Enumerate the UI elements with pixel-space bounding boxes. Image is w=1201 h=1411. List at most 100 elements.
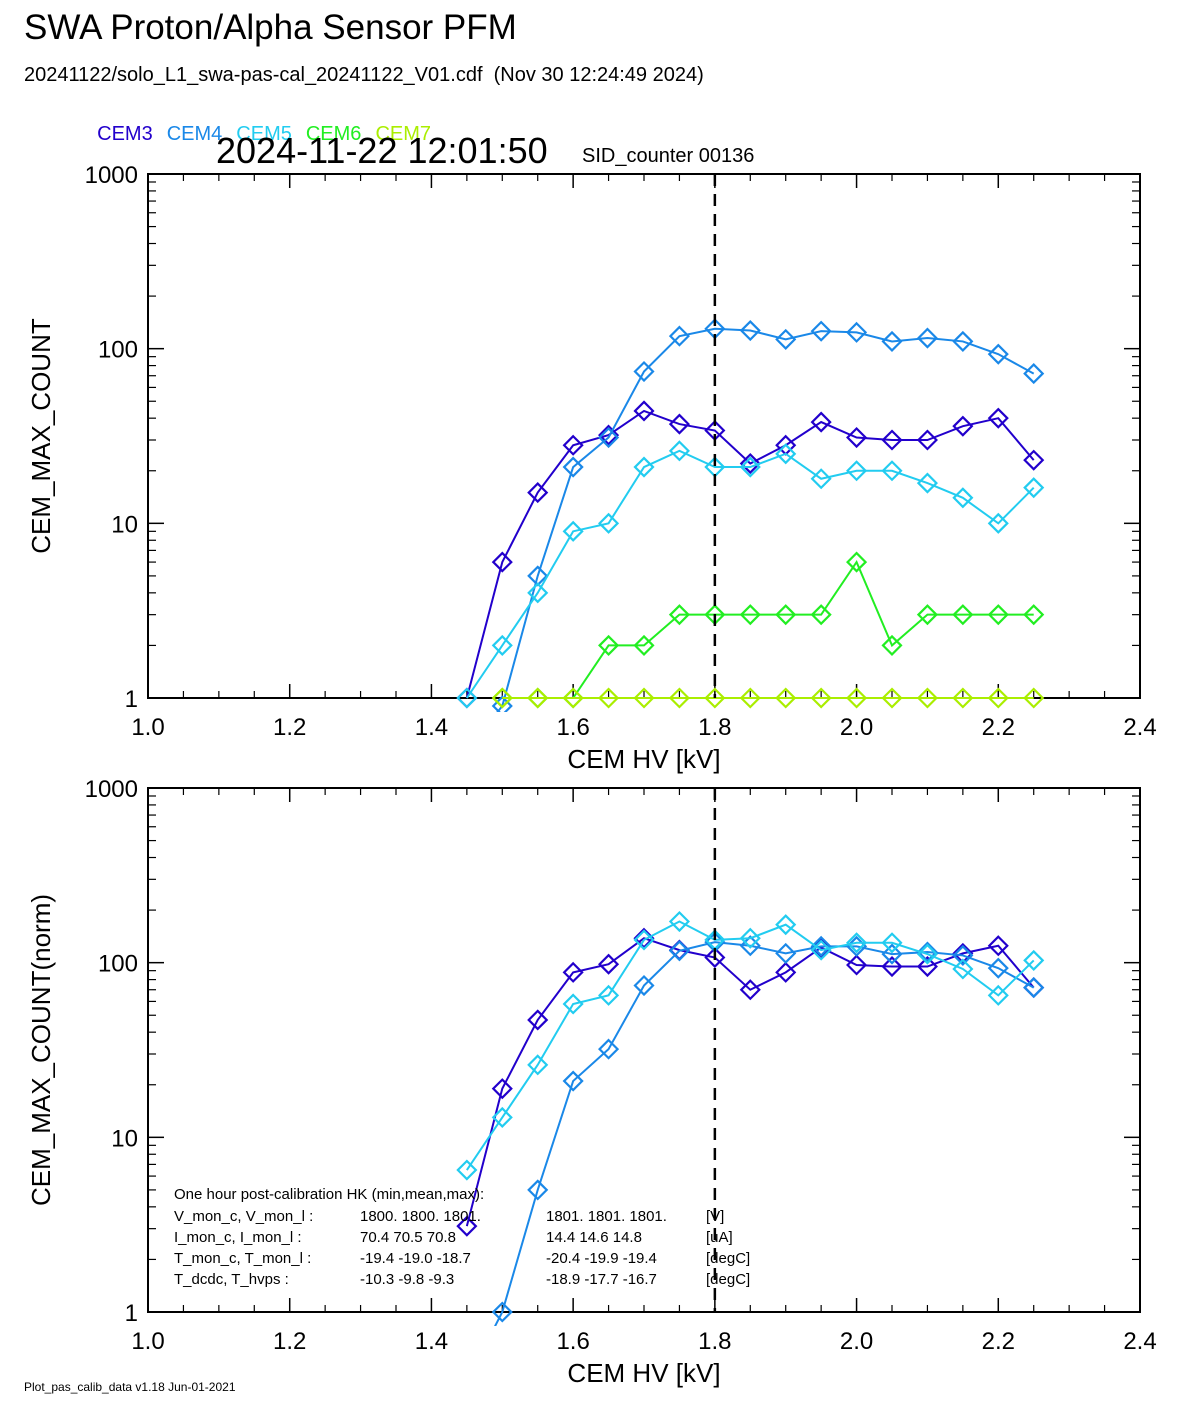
hk-row-values-a: -19.4 -19.0 -18.7 <box>360 1250 471 1267</box>
hk-row-label: V_mon_c, V_mon_l : <box>174 1208 313 1225</box>
data-point-cem3 <box>491 1078 513 1100</box>
data-point-cem4 <box>562 1070 584 1092</box>
data-point-cem3 <box>456 1215 478 1237</box>
data-point-cem3 <box>810 411 832 433</box>
data-point-cem5 <box>633 456 655 478</box>
data-point-cem5 <box>491 634 513 656</box>
data-point-cem3 <box>952 415 974 437</box>
sid-counter: SID_counter 00136 <box>582 145 755 167</box>
x-axis-label: CEM HV [kV] <box>567 1358 720 1388</box>
data-point-cem3 <box>987 407 1009 429</box>
series-group <box>456 318 1045 712</box>
y-tick-label: 10 <box>111 511 138 538</box>
data-point-cem5 <box>527 582 549 604</box>
data-point-cem5 <box>846 460 868 482</box>
data-point-cem4 <box>810 320 832 342</box>
data-point-cem5 <box>456 1159 478 1181</box>
data-point-cem4 <box>775 328 797 350</box>
data-point-cem6 <box>775 604 797 626</box>
x-tick-label: 2.4 <box>1123 714 1156 741</box>
data-point-cem7 <box>527 687 549 709</box>
data-point-cem5 <box>527 1054 549 1076</box>
data-point-cem5 <box>1023 477 1045 499</box>
data-point-cem5 <box>668 910 690 933</box>
data-point-cem5 <box>775 914 797 936</box>
hk-row-values-b: 14.4 14.6 14.8 <box>546 1229 642 1246</box>
data-point-cem4 <box>491 695 513 712</box>
data-point-cem4 <box>881 330 903 352</box>
series-line-cem4 <box>496 327 1035 712</box>
series-line-cem6 <box>502 559 1034 699</box>
data-point-cem4 <box>1023 363 1045 385</box>
legend: CEM3 CEM4 CEM5 CEM6 CEM7 <box>86 100 445 146</box>
data-point-cem5 <box>1023 949 1045 971</box>
x-tick-label: 2.2 <box>982 714 1015 741</box>
data-point-cem3 <box>633 927 655 949</box>
data-point-cem4 <box>1023 977 1045 999</box>
hk-row-values-a: 1800. 1800. 1801. <box>360 1208 481 1225</box>
hk-row-label: T_mon_c, T_mon_l : <box>174 1250 311 1267</box>
data-point-cem5 <box>668 440 690 462</box>
data-point-cem3 <box>562 434 584 456</box>
series-line-cem3 <box>465 937 1035 1227</box>
data-point-cem4 <box>491 1301 513 1323</box>
data-point-cem5 <box>987 984 1009 1006</box>
data-point-cem7 <box>704 687 726 709</box>
x-tick-label: 1.8 <box>698 1328 731 1355</box>
data-point-cem7 <box>598 687 620 709</box>
series-line-cem3 <box>465 409 1035 699</box>
hk-row-label: I_mon_c, I_mon_l : <box>174 1229 302 1246</box>
data-point-cem3 <box>562 961 584 983</box>
data-point-cem3 <box>1023 449 1045 471</box>
hk-row-values-b: 1801. 1801. 1801. <box>546 1208 667 1225</box>
x-tick-label: 1.0 <box>131 1328 164 1355</box>
timestamp: 2024-11-22 12:01:50 <box>216 130 548 171</box>
data-point-cem5 <box>775 443 797 465</box>
data-point-cem3 <box>598 424 620 446</box>
data-point-cem7 <box>491 687 513 709</box>
y-tick-label: 100 <box>98 951 138 978</box>
data-point-cem6 <box>987 604 1009 626</box>
data-point-cem4 <box>633 974 655 997</box>
data-point-cem3 <box>881 956 903 978</box>
data-point-cem4 <box>562 456 584 478</box>
hk-row-unit: [degC] <box>706 1271 750 1288</box>
data-point-cem5 <box>916 472 938 494</box>
x-axis-label: CEM HV [kV] <box>567 744 720 774</box>
data-point-cem3 <box>881 429 903 451</box>
y-tick-label: 10 <box>111 1125 138 1152</box>
data-point-cem3 <box>704 946 726 969</box>
data-point-cem6 <box>846 551 868 573</box>
data-point-cem5 <box>987 512 1009 534</box>
data-point-cem5 <box>562 520 584 542</box>
data-point-cem7 <box>739 687 761 709</box>
legend-cem4: CEM4 <box>166 123 223 145</box>
y-axis-label: CEM_MAX_COUNT <box>26 318 56 554</box>
hk-row-unit: [degC] <box>706 1250 750 1267</box>
data-point-cem5 <box>810 468 832 490</box>
data-point-cem6 <box>633 634 655 656</box>
plot-frame <box>147 173 1141 699</box>
hk-title: One hour post-calibration HK (min,mean,m… <box>174 1186 484 1203</box>
data-point-cem5 <box>456 687 478 709</box>
data-point-cem3 <box>668 413 690 435</box>
data-point-cem4 <box>846 321 868 343</box>
data-point-cem7 <box>987 687 1009 709</box>
x-tick-label: 2.0 <box>840 714 873 741</box>
data-point-cem3 <box>491 551 513 573</box>
x-tick-label: 1.4 <box>415 714 448 741</box>
data-point-cem5 <box>952 958 974 980</box>
data-point-cem6 <box>916 604 938 626</box>
y-tick-label: 100 <box>98 337 138 364</box>
x-tick-label: 1.2 <box>273 1328 306 1355</box>
data-point-cem4 <box>739 319 761 342</box>
data-point-cem3 <box>739 452 761 475</box>
data-point-cem3 <box>598 953 620 975</box>
data-point-cem3 <box>916 956 938 978</box>
data-point-cem5 <box>916 943 938 965</box>
x-tick-label: 1.6 <box>556 1328 589 1355</box>
footer-version: Plot_pas_calib_data v1.18 Jun-01-2021 <box>24 1380 236 1394</box>
data-point-cem7 <box>952 687 974 709</box>
data-point-cem4 <box>598 426 620 449</box>
